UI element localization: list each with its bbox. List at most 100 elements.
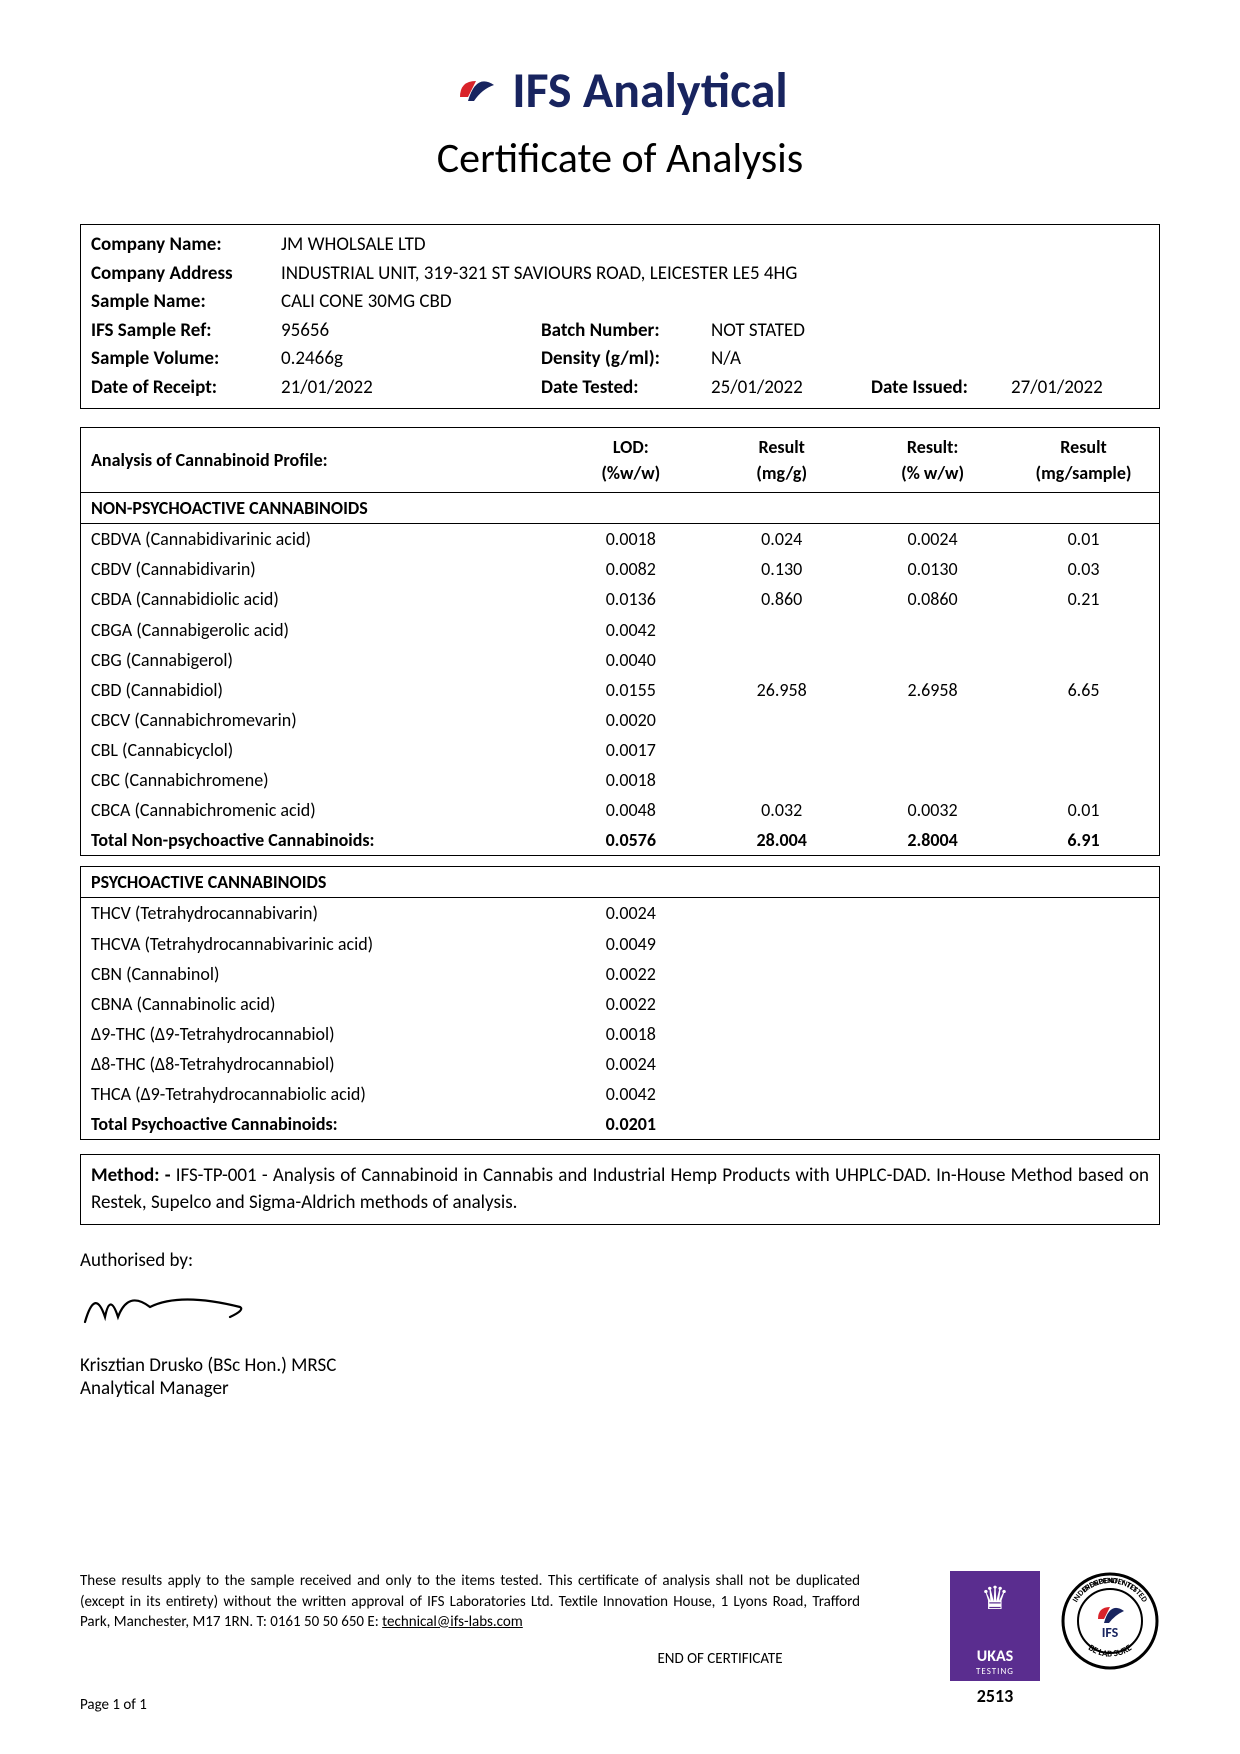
total-mgg: [706, 1109, 857, 1139]
ukas-text: UKAS: [977, 1647, 1013, 1666]
total-label: Total Non-psychoactive Cannabinoids:: [81, 825, 555, 855]
result-mgsample: [1008, 1049, 1159, 1079]
total-mgsample: [1008, 1109, 1159, 1139]
result-mgg: [706, 1019, 857, 1049]
company-address-value: INDUSTRIAL UNIT, 319-321 ST SAVIOURS ROA…: [281, 260, 1149, 289]
result-mgsample: [1008, 1019, 1159, 1049]
result-mgsample: [1008, 765, 1159, 795]
non-psycho-table: Analysis of Cannabinoid Profile: LOD:(%w…: [81, 428, 1159, 855]
density-value: N/A: [711, 345, 1149, 374]
table-row: CBCV (Cannabichromevarin)0.0020: [81, 705, 1159, 735]
result-pct: 0.0860: [857, 584, 1008, 614]
lod-value: 0.0024: [555, 1049, 706, 1079]
tested-label: Date Tested:: [541, 374, 711, 403]
ukas-number: 2513: [950, 1685, 1040, 1707]
method-label: Method: -: [91, 1164, 176, 1187]
result-pct: [857, 765, 1008, 795]
signature: [80, 1282, 1160, 1338]
total-row: Total Psychoactive Cannabinoids:0.0201: [81, 1109, 1159, 1139]
lod-value: 0.0020: [555, 705, 706, 735]
lod-value: 0.0017: [555, 735, 706, 765]
lod-value: 0.0136: [555, 584, 706, 614]
analyte-name: THCA (Δ9-Tetrahydrocannabiolic acid): [81, 1079, 555, 1109]
lod-value: 0.0082: [555, 554, 706, 584]
result-pct: 2.6958: [857, 675, 1008, 705]
analyte-name: CBC (Cannabichromene): [81, 765, 555, 795]
analyte-name: CBN (Cannabinol): [81, 959, 555, 989]
table-row: CBG (Cannabigerol)0.0040: [81, 645, 1159, 675]
result-mgg: [706, 705, 857, 735]
result-mgsample: 0.03: [1008, 554, 1159, 584]
company-address-label: Company Address: [91, 260, 281, 289]
total-mgg: 28.004: [706, 825, 857, 855]
ukas-badge: ♛ UKAS TESTING 2513: [950, 1571, 1040, 1707]
table-row: CBN (Cannabinol)0.0022: [81, 959, 1159, 989]
result-mgg-header: Result(mg/g): [706, 428, 857, 493]
result-mgsample: 6.65: [1008, 675, 1159, 705]
info-box: Company Name: JM WHOLSALE LTD Company Ad…: [80, 224, 1160, 409]
total-label: Total Psychoactive Cannabinoids:: [81, 1109, 555, 1139]
table-row: CBD (Cannabidiol)0.015526.9582.69586.65: [81, 675, 1159, 705]
table-row: THCV (Tetrahydrocannabivarin)0.0024: [81, 898, 1159, 929]
company-name-value: JM WHOLSALE LTD: [281, 231, 1149, 260]
result-mgg: [706, 959, 857, 989]
analyte-name: CBD (Cannabidiol): [81, 675, 555, 705]
lod-value: 0.0042: [555, 615, 706, 645]
lod-value: 0.0040: [555, 645, 706, 675]
table-row: CBCA (Cannabichromenic acid)0.00480.0320…: [81, 795, 1159, 825]
result-mgg: 0.032: [706, 795, 857, 825]
tested-value: 25/01/2022: [711, 374, 871, 403]
result-mgg: [706, 989, 857, 1019]
result-pct: 0.0130: [857, 554, 1008, 584]
table-row: CBL (Cannabicyclol)0.0017: [81, 735, 1159, 765]
result-mgsample: 0.01: [1008, 524, 1159, 555]
ukas-sub: TESTING: [976, 1666, 1014, 1677]
density-label: Density (g/ml):: [541, 345, 711, 374]
result-pct: [857, 989, 1008, 1019]
auth-block: Authorised by: Krisztian Drusko (BSc Hon…: [80, 1249, 1160, 1400]
footer-email-link[interactable]: technical@ifs-labs.com: [382, 1613, 523, 1631]
table-row: CBDV (Cannabidivarin)0.00820.1300.01300.…: [81, 554, 1159, 584]
table-row: THCA (Δ9-Tetrahydrocannabiolic acid)0.00…: [81, 1079, 1159, 1109]
table-row: Δ9-THC (Δ9-Tetrahydrocannabiol)0.0018: [81, 1019, 1159, 1049]
lod-value: 0.0024: [555, 898, 706, 929]
result-mgsample: [1008, 645, 1159, 675]
analyte-name: Δ8-THC (Δ8-Tetrahydrocannabiol): [81, 1049, 555, 1079]
result-pct: [857, 898, 1008, 929]
analyte-name: THCV (Tetrahydrocannabivarin): [81, 898, 555, 929]
receipt-label: Date of Receipt:: [91, 374, 281, 403]
analyte-name: CBG (Cannabigerol): [81, 645, 555, 675]
total-row: Total Non-psychoactive Cannabinoids:0.05…: [81, 825, 1159, 855]
lod-value: 0.0022: [555, 959, 706, 989]
footer: These results apply to the sample receiv…: [80, 1571, 1160, 1714]
section-header: PSYCHOACTIVE CANNABINOIDS: [81, 867, 1159, 898]
result-mgsample: [1008, 735, 1159, 765]
result-pct-header: Result:(% w/w): [857, 428, 1008, 493]
auth-title: Analytical Manager: [80, 1377, 1160, 1400]
result-mgg: 0.130: [706, 554, 857, 584]
table-row: CBDVA (Cannabidivarinic acid)0.00180.024…: [81, 524, 1159, 555]
analyte-name: CBDV (Cannabidivarin): [81, 554, 555, 584]
result-mgg: [706, 929, 857, 959]
lod-value: 0.0018: [555, 524, 706, 555]
result-mgsample: [1008, 959, 1159, 989]
lod-value: 0.0018: [555, 1019, 706, 1049]
result-mgsample: [1008, 615, 1159, 645]
volume-label: Sample Volume:: [91, 345, 281, 374]
result-mgg: [706, 898, 857, 929]
result-mgg: [706, 645, 857, 675]
analyte-name: CBL (Cannabicyclol): [81, 735, 555, 765]
non-psycho-table-box: Analysis of Cannabinoid Profile: LOD:(%w…: [80, 427, 1160, 856]
logo-text: IFS Analytical: [512, 60, 787, 121]
sample-name-value: CALI CONE 30MG CBD: [281, 288, 1149, 317]
table-row: CBC (Cannabichromene)0.0018: [81, 765, 1159, 795]
method-text: IFS-TP-001 - Analysis of Cannabinoid in …: [91, 1164, 1149, 1214]
svg-text:IFS: IFS: [1102, 1624, 1119, 1641]
result-pct: [857, 1049, 1008, 1079]
result-mgg: 0.024: [706, 524, 857, 555]
table-row: Δ8-THC (Δ8-Tetrahydrocannabiol)0.0024: [81, 1049, 1159, 1079]
issued-label: Date Issued:: [871, 374, 1011, 403]
svg-text:BE LAB SURE: BE LAB SURE: [1086, 1642, 1134, 1660]
total-lod: 0.0201: [555, 1109, 706, 1139]
sample-name-label: Sample Name:: [91, 288, 281, 317]
